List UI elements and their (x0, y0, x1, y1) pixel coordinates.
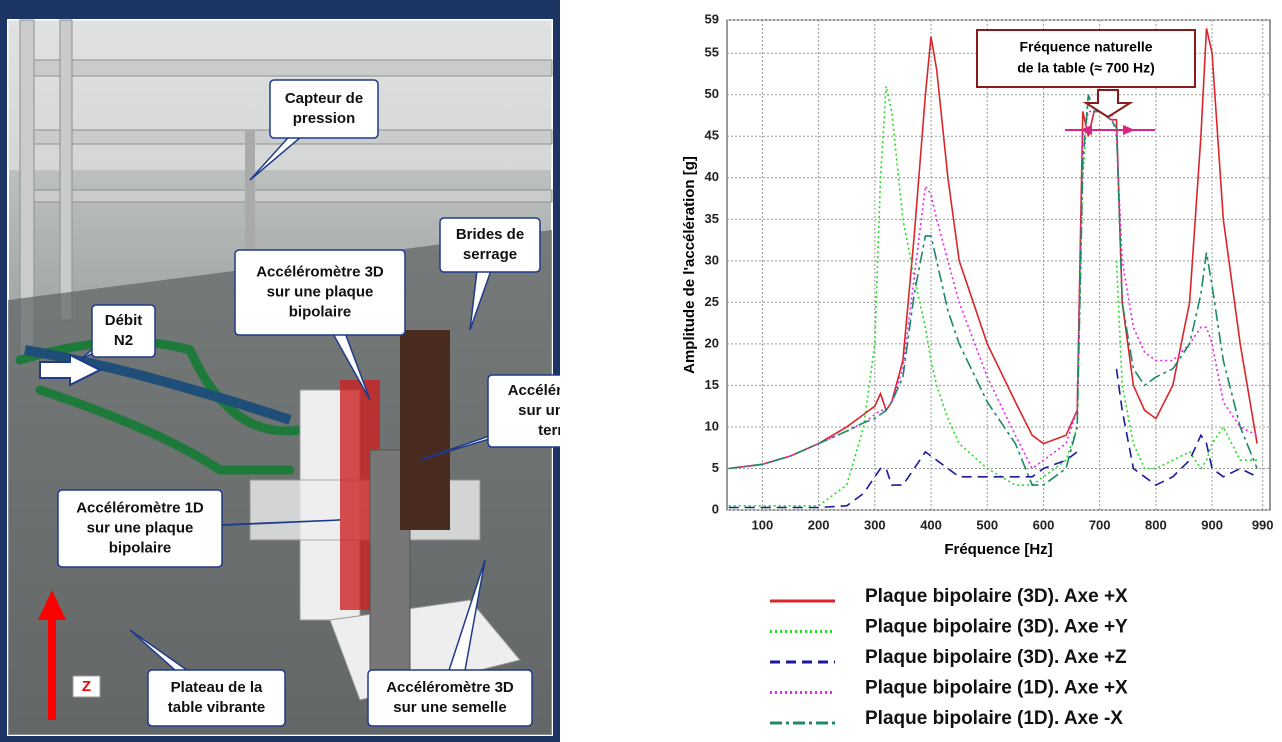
series-line (728, 110, 1258, 470)
y-tick-label: 10 (705, 418, 719, 433)
callout-text: serrage (463, 246, 517, 263)
x-tick-label: 100 (752, 517, 774, 532)
legend-label: Plaque bipolaire (3D). Axe +Z (865, 647, 1127, 668)
y-tick-label: 30 (705, 252, 719, 267)
callout-text: Brides de (456, 226, 524, 243)
y-tick-label: 59 (705, 11, 719, 26)
callout-box (367, 669, 533, 727)
y-tick-label: 55 (705, 45, 719, 60)
axis-label: Z (82, 678, 91, 695)
y-tick-label: 50 (705, 86, 719, 101)
plot-area (726, 19, 1271, 511)
callout-text: Accéléromètre 3D (256, 263, 384, 280)
annotation-box (976, 29, 1196, 88)
callout-text: table vibrante (168, 699, 266, 716)
callout-text: Capteur de (285, 90, 363, 107)
x-tick-label: 990 (1252, 517, 1274, 532)
y-tick-label: 15 (705, 377, 719, 392)
callout-text: Débit (105, 312, 143, 329)
legend-label: Plaque bipolaire (3D). Axe +Y (865, 617, 1128, 638)
callout-box (91, 304, 156, 358)
callout-box (147, 669, 286, 727)
y-axis-label: Amplitude de l'accélération [g] (681, 156, 698, 374)
span-head (1123, 125, 1135, 135)
callout-box (234, 249, 406, 336)
legend-label: Plaque bipolaire (1D). Axe -X (865, 708, 1123, 729)
series-line (728, 86, 1258, 507)
callout-text: bipolaire (289, 303, 352, 320)
y-tick-label: 25 (705, 294, 719, 309)
x-tick-label: 700 (1089, 517, 1111, 532)
x-tick-label: 200 (808, 517, 830, 532)
span-head (1080, 125, 1092, 135)
callout-box (269, 79, 379, 139)
y-tick-label: 45 (705, 128, 719, 143)
callout-text: N2 (114, 332, 133, 349)
annotation-text: Fréquence naturelle (1019, 39, 1152, 55)
x-tick-label: 600 (1033, 517, 1055, 532)
axis-box (72, 675, 101, 698)
y-tick-label: 35 (705, 211, 719, 226)
legend-label: Plaque bipolaire (1D). Axe +X (865, 678, 1128, 699)
y-tick-label: 0 (712, 501, 719, 516)
x-tick-label: 800 (1145, 517, 1167, 532)
y-tick-label: 40 (705, 169, 719, 184)
annotation-arrow (1082, 89, 1134, 119)
callout-text: sur une plaque (87, 519, 194, 536)
x-tick-label: 500 (976, 517, 998, 532)
callout-box (57, 489, 223, 568)
x-axis-label: Fréquence [Hz] (944, 541, 1052, 558)
callout-text: sur une semelle (393, 699, 506, 716)
callout-text: Accéléromètre 1D (76, 499, 204, 516)
y-tick-label: 5 (712, 460, 719, 475)
x-tick-label: 900 (1201, 517, 1223, 532)
callout-text: sur une plaque (267, 283, 374, 300)
chart: 0 5 10 15 20 25 30 35 40 45 50 55 59 100 200 300 400 500 6… (681, 11, 1274, 729)
callout-text: bipolaire (109, 539, 172, 556)
callout-text: Accéléromètre 3D (386, 679, 514, 696)
x-tick-label: 300 (864, 517, 886, 532)
annotation-text: de la table (≈ 700 Hz) (1017, 60, 1155, 76)
series-line (728, 368, 1258, 509)
series-line (728, 28, 1258, 470)
x-tick-label: 400 (920, 517, 942, 532)
series-line (728, 94, 1258, 486)
y-tick-label: 20 (705, 335, 719, 350)
callout-box (439, 217, 541, 273)
legend-label: Plaque bipolaire (3D). Axe +X (865, 586, 1128, 607)
callouts: Capteur de pression Brides de serrage Accélé… (57, 79, 656, 727)
callout-text: pression (293, 110, 356, 127)
callout-text: Plateau de la (171, 679, 263, 696)
